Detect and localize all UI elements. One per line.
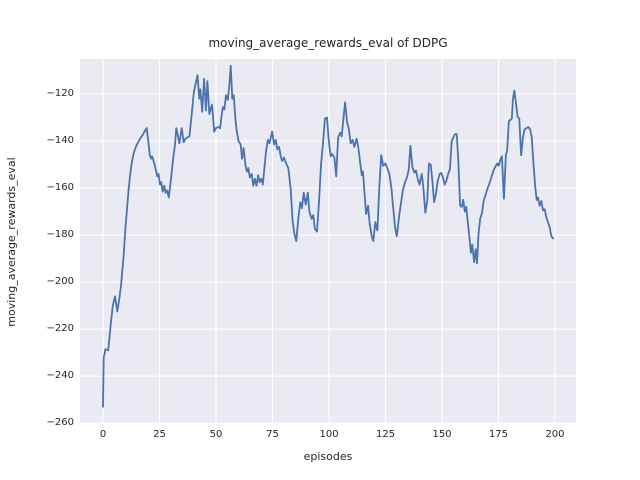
x-tick-label: 175 <box>488 429 509 440</box>
y-axis-label: moving_average_rewards_eval <box>5 157 18 327</box>
x-tick-label: 100 <box>319 429 339 440</box>
y-tick-label: −180 <box>46 229 74 241</box>
line-plot-svg <box>80 59 576 423</box>
x-tick-label: 50 <box>209 429 223 440</box>
x-tick-label: 125 <box>375 429 396 440</box>
reward-line-series <box>102 64 555 408</box>
y-tick-label: −140 <box>46 135 74 147</box>
x-tick-label: 150 <box>432 429 452 440</box>
y-tick-label: −120 <box>46 88 74 100</box>
x-tick-label: 200 <box>545 429 565 440</box>
y-tick-label: −220 <box>46 323 74 335</box>
y-tick-label: −260 <box>46 417 74 429</box>
y-tick-label: −160 <box>46 182 74 194</box>
y-tick-label: −200 <box>46 276 74 288</box>
x-tick-label: 0 <box>99 429 107 440</box>
x-tick-label: 25 <box>153 429 166 440</box>
chart-title: moving_average_rewards_eval of DDPG <box>208 36 448 50</box>
x-axis-label: episodes <box>303 450 353 463</box>
y-tick-label: −240 <box>46 370 74 382</box>
x-tick-label: 75 <box>266 429 279 440</box>
plot-area <box>80 59 576 423</box>
